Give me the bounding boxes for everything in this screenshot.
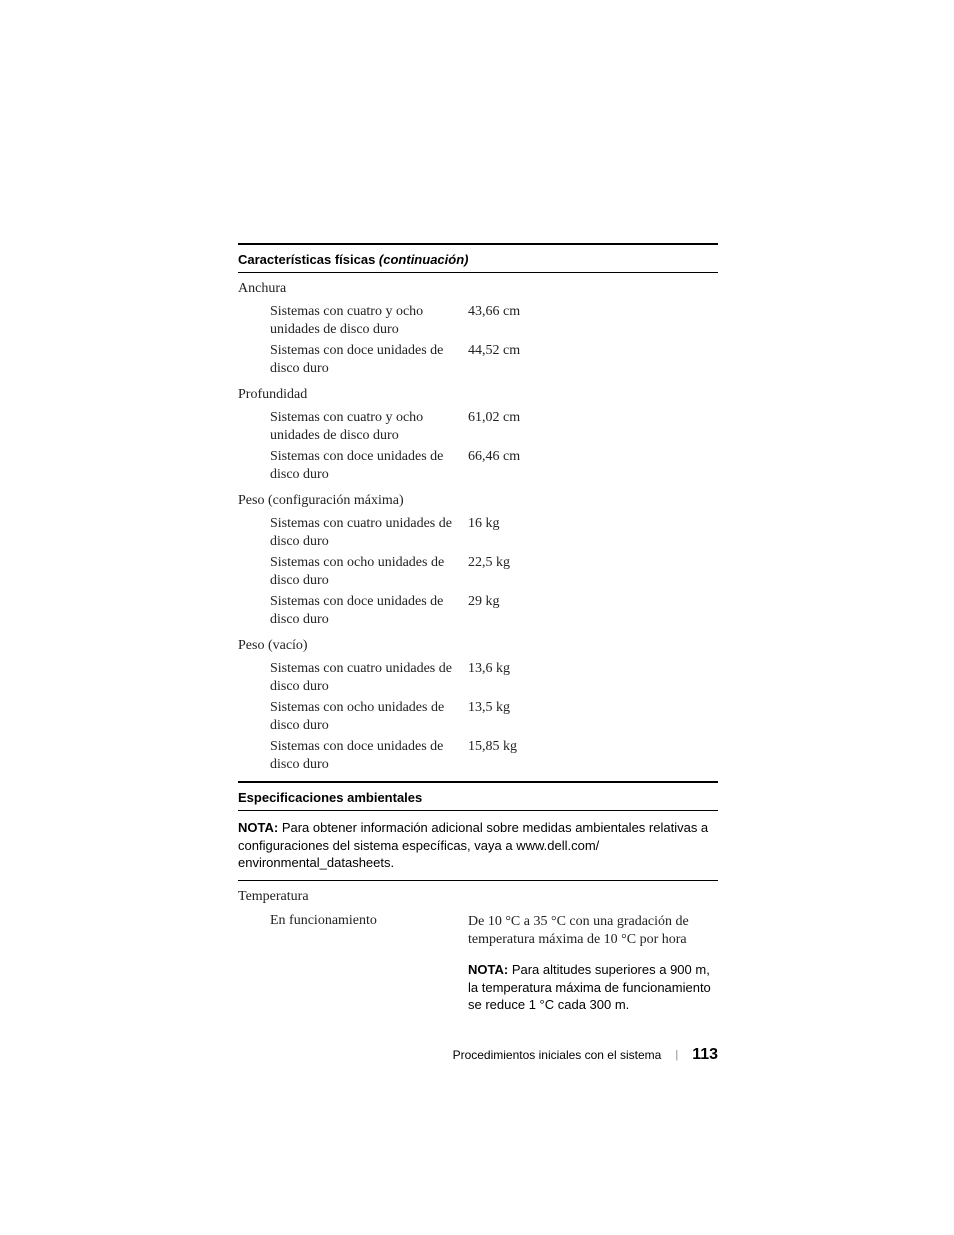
spec-label: Sistemas con doce unidades de disco duro <box>238 448 468 483</box>
spec-row: Sistemas con cuatro unidades de disco du… <box>238 513 718 552</box>
group-heading-anchura: Anchura <box>238 273 718 301</box>
spec-label: Sistemas con cuatro y ocho unidades de d… <box>238 409 468 444</box>
note-suffix: . <box>391 855 395 870</box>
spec-label: Sistemas con cuatro unidades de disco du… <box>238 660 468 695</box>
spec-value: 43,66 cm <box>468 303 718 338</box>
section-title-continuation: (continuación) <box>375 252 468 267</box>
spec-label: Sistemas con ocho unidades de disco duro <box>238 554 468 589</box>
page-footer: Procedimientos iniciales con el sistema … <box>238 1046 718 1064</box>
spec-row: Sistemas con cuatro y ocho unidades de d… <box>238 407 718 446</box>
spec-value: 13,6 kg <box>468 660 718 695</box>
spec-row: Sistemas con doce unidades de disco duro… <box>238 340 718 379</box>
section-physical-title: Características físicas (continuación) <box>238 245 718 272</box>
note-prefix: NOTA: <box>238 820 278 835</box>
note-body: Para obtener información adicional sobre… <box>238 820 708 853</box>
spec-value: 15,85 kg <box>468 738 718 773</box>
spec-value: 29 kg <box>468 593 718 628</box>
spec-row: Sistemas con doce unidades de disco duro… <box>238 591 718 630</box>
temp-heading: Temperatura <box>238 881 718 909</box>
section-env-title: Especificaciones ambientales <box>238 783 718 810</box>
spec-value: 16 kg <box>468 515 718 550</box>
spec-label: Sistemas con ocho unidades de disco duro <box>238 699 468 734</box>
spec-value: 66,46 cm <box>468 448 718 483</box>
spec-label: Sistemas con cuatro unidades de disco du… <box>238 515 468 550</box>
footer-divider: | <box>675 1049 678 1061</box>
spec-value: 13,5 kg <box>468 699 718 734</box>
spec-value: 22,5 kg <box>468 554 718 589</box>
spec-value: 61,02 cm <box>468 409 718 444</box>
temp-altitude-note: NOTA: Para altitudes superiores a 900 m,… <box>468 953 718 1014</box>
page-content: Características físicas (continuación) A… <box>238 243 718 1014</box>
group-heading-peso-max: Peso (configuración máxima) <box>238 485 718 513</box>
spec-value: 44,52 cm <box>468 342 718 377</box>
footer-text: Procedimientos iniciales con el sistema <box>453 1048 662 1062</box>
environmental-note: NOTA: Para obtener información adicional… <box>238 811 718 880</box>
spec-row: Sistemas con ocho unidades de disco duro… <box>238 552 718 591</box>
section-title-main: Características físicas <box>238 252 375 267</box>
spec-row: Sistemas con cuatro unidades de disco du… <box>238 658 718 697</box>
spec-label: Sistemas con cuatro y ocho unidades de d… <box>238 303 468 338</box>
temp-note-prefix: NOTA: <box>468 962 508 977</box>
spec-label: Sistemas con doce unidades de disco duro <box>238 342 468 377</box>
spec-row: Sistemas con doce unidades de disco duro… <box>238 446 718 485</box>
spec-row: Sistemas con ocho unidades de disco duro… <box>238 697 718 736</box>
spec-label: Sistemas con doce unidades de disco duro <box>238 593 468 628</box>
spec-label: Sistemas con doce unidades de disco duro <box>238 738 468 773</box>
group-heading-profundidad: Profundidad <box>238 379 718 407</box>
page-number: 113 <box>692 1046 718 1064</box>
temp-operating-value: De 10 °C a 35 °C con una gradación de te… <box>468 913 718 949</box>
spec-row: Sistemas con doce unidades de disco duro… <box>238 736 718 775</box>
temp-row: En funcionamiento De 10 °C a 35 °C con u… <box>238 909 718 953</box>
temp-operating-label: En funcionamiento <box>238 913 468 949</box>
spec-row: Sistemas con cuatro y ocho unidades de d… <box>238 301 718 340</box>
group-heading-peso-vacio: Peso (vacío) <box>238 630 718 658</box>
